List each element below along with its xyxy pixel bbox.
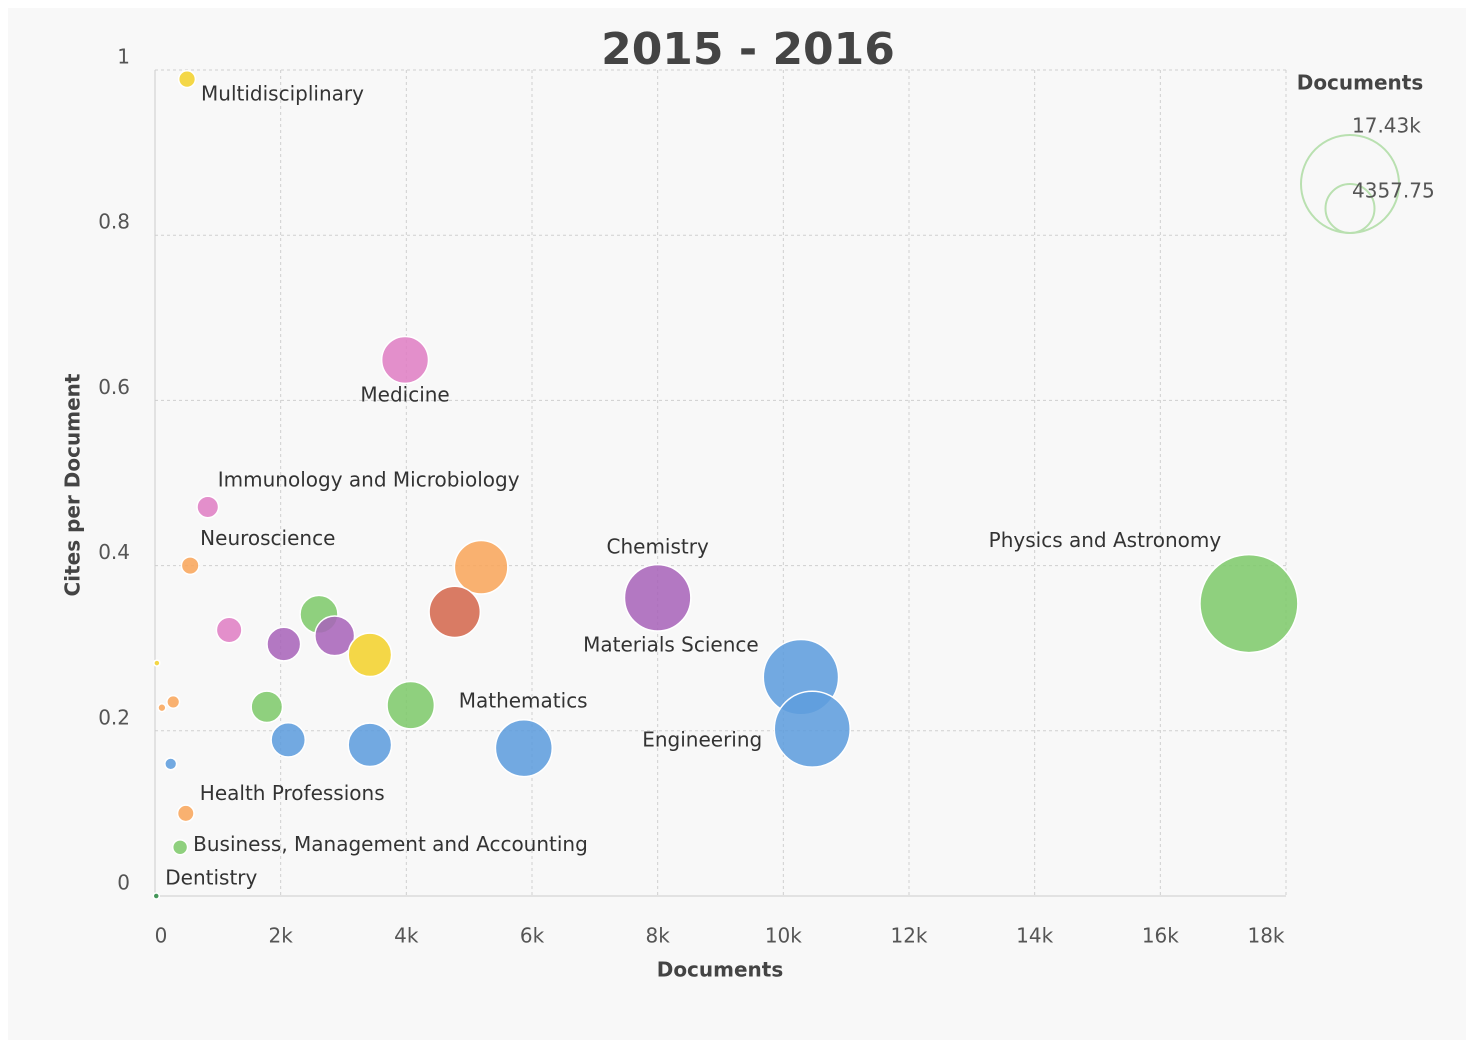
- bubble: [428, 585, 482, 639]
- bubble: [270, 722, 307, 758]
- bubble: [171, 839, 189, 856]
- bubble: [157, 703, 167, 713]
- y-tick-label: 0.2: [98, 705, 130, 729]
- bubble-label: Materials Science: [583, 633, 759, 657]
- bubble: [250, 690, 284, 724]
- bubble: [494, 718, 554, 778]
- bubble-label: Business, Management and Accounting: [193, 832, 588, 856]
- bubble-label: Medicine: [360, 382, 449, 406]
- x-tick-label: 18k: [1247, 924, 1284, 948]
- bubble: [164, 757, 178, 771]
- x-tick-label: 14k: [1016, 924, 1053, 948]
- chart-title: 2015 - 2016: [601, 24, 895, 75]
- bubble-label: Neuroscience: [200, 526, 335, 550]
- chart-background: [8, 8, 1466, 1040]
- x-tick-label: 10k: [765, 924, 802, 948]
- y-tick-label: 0.8: [98, 210, 130, 234]
- bubble: [773, 690, 851, 768]
- x-tick-label: 16k: [1142, 924, 1179, 948]
- bubble-label: Health Professions: [200, 781, 385, 805]
- bubble-label: Multidisciplinary: [201, 82, 364, 106]
- bubble: [153, 659, 161, 667]
- bubble: [180, 556, 200, 576]
- y-axis-title: Cites per Document: [61, 373, 85, 596]
- x-tick-label: 8k: [646, 924, 671, 948]
- x-tick-label: 6k: [520, 924, 545, 948]
- bubble: [453, 539, 509, 595]
- y-tick-label: 0: [117, 871, 130, 895]
- size-legend-label: 17.43k: [1352, 114, 1421, 138]
- bubble-label: Physics and Astronomy: [989, 528, 1222, 552]
- bubble: [380, 335, 430, 385]
- bubble: [152, 892, 161, 900]
- bubble: [176, 804, 195, 823]
- bubble: [196, 495, 220, 519]
- size-legend-title: Documents: [1297, 71, 1424, 95]
- x-tick-label: 12k: [890, 924, 927, 948]
- bubble-label: Engineering: [642, 728, 762, 752]
- bubble-label: Immunology and Microbiology: [218, 467, 520, 491]
- bubble: [314, 615, 356, 657]
- x-tick-label: 2k: [269, 924, 294, 948]
- bubble: [347, 632, 393, 678]
- bubble: [215, 616, 243, 644]
- size-legend-label: 4357.75: [1352, 178, 1435, 202]
- bubble: [177, 69, 197, 89]
- x-tick-label: 0: [155, 924, 168, 948]
- bubble-label: Dentistry: [165, 866, 257, 890]
- y-tick-label: 0.6: [98, 375, 130, 399]
- bubble: [266, 626, 302, 662]
- bubble: [1199, 553, 1299, 654]
- y-tick-label: 0.4: [98, 540, 130, 564]
- y-tick-label: 1: [117, 45, 130, 69]
- bubble-label: Mathematics: [459, 689, 588, 713]
- bubble: [166, 694, 181, 709]
- bubble: [623, 563, 692, 632]
- x-tick-label: 4k: [394, 924, 419, 948]
- size-legend-circle: [1324, 182, 1376, 234]
- bubble-label: Chemistry: [607, 534, 709, 558]
- x-axis-title: Documents: [657, 958, 784, 982]
- bubble: [347, 722, 393, 768]
- bubble: [386, 680, 436, 730]
